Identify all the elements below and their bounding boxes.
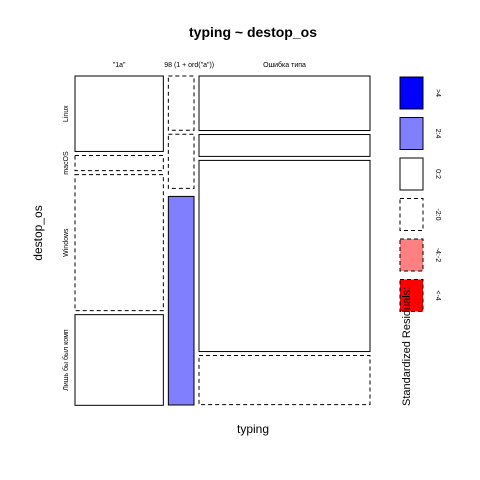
- legend-swatch: [399, 279, 424, 312]
- legend-swatch: [399, 198, 424, 231]
- legend-tick-label: 0:2: [434, 169, 441, 179]
- legend-tick-label: -2:0: [434, 208, 441, 220]
- row-label: Лишь бы был комп: [62, 329, 70, 391]
- x-axis-label: typing: [237, 422, 269, 436]
- legend: >4 2:4 0:2 -2:0 -4:-2 <-4: [399, 76, 441, 312]
- mosaic-cell: [74, 314, 164, 406]
- legend-swatch: [399, 157, 424, 191]
- mosaic-cell: [198, 75, 371, 132]
- legend-tick-label: >4: [434, 89, 441, 97]
- legend-swatch: [399, 238, 424, 272]
- mosaic-cell: [74, 174, 164, 312]
- mosaic-cell: [198, 134, 371, 157]
- legend-tick-label: -4:-2: [434, 248, 441, 263]
- mosaic-cell: [198, 355, 371, 406]
- legend-tick-label: 2:4: [434, 129, 441, 139]
- mosaic-cells: [74, 75, 371, 406]
- legend-swatch: [399, 76, 424, 110]
- mosaic-cell: [198, 159, 371, 353]
- legend-title: Standardized Residuals:: [401, 287, 413, 406]
- legend-tick-label: <-4: [434, 290, 441, 300]
- row-label: macOS: [63, 151, 70, 175]
- mosaic-cell: [74, 75, 164, 152]
- mosaic-cell: [167, 133, 195, 189]
- column-label: 98 (1 + ord("a")): [164, 62, 214, 69]
- y-axis-label: destop_os: [31, 205, 45, 260]
- mosaic-cell: [167, 195, 195, 406]
- row-label: Linux: [63, 105, 70, 122]
- chart-title: typing ~ destop_os: [189, 24, 317, 40]
- mosaic-cell: [74, 154, 164, 172]
- column-label: "1a": [113, 62, 126, 69]
- row-labels: Linux macOS Windows Лишь бы был комп: [62, 105, 70, 391]
- row-label: Windows: [63, 228, 70, 257]
- legend-swatch: [399, 117, 424, 150]
- mosaic-cell: [167, 75, 195, 131]
- column-label: Ошибка типа: [263, 61, 306, 69]
- column-labels: "1a" 98 (1 + ord("a")) Ошибка типа: [113, 61, 306, 69]
